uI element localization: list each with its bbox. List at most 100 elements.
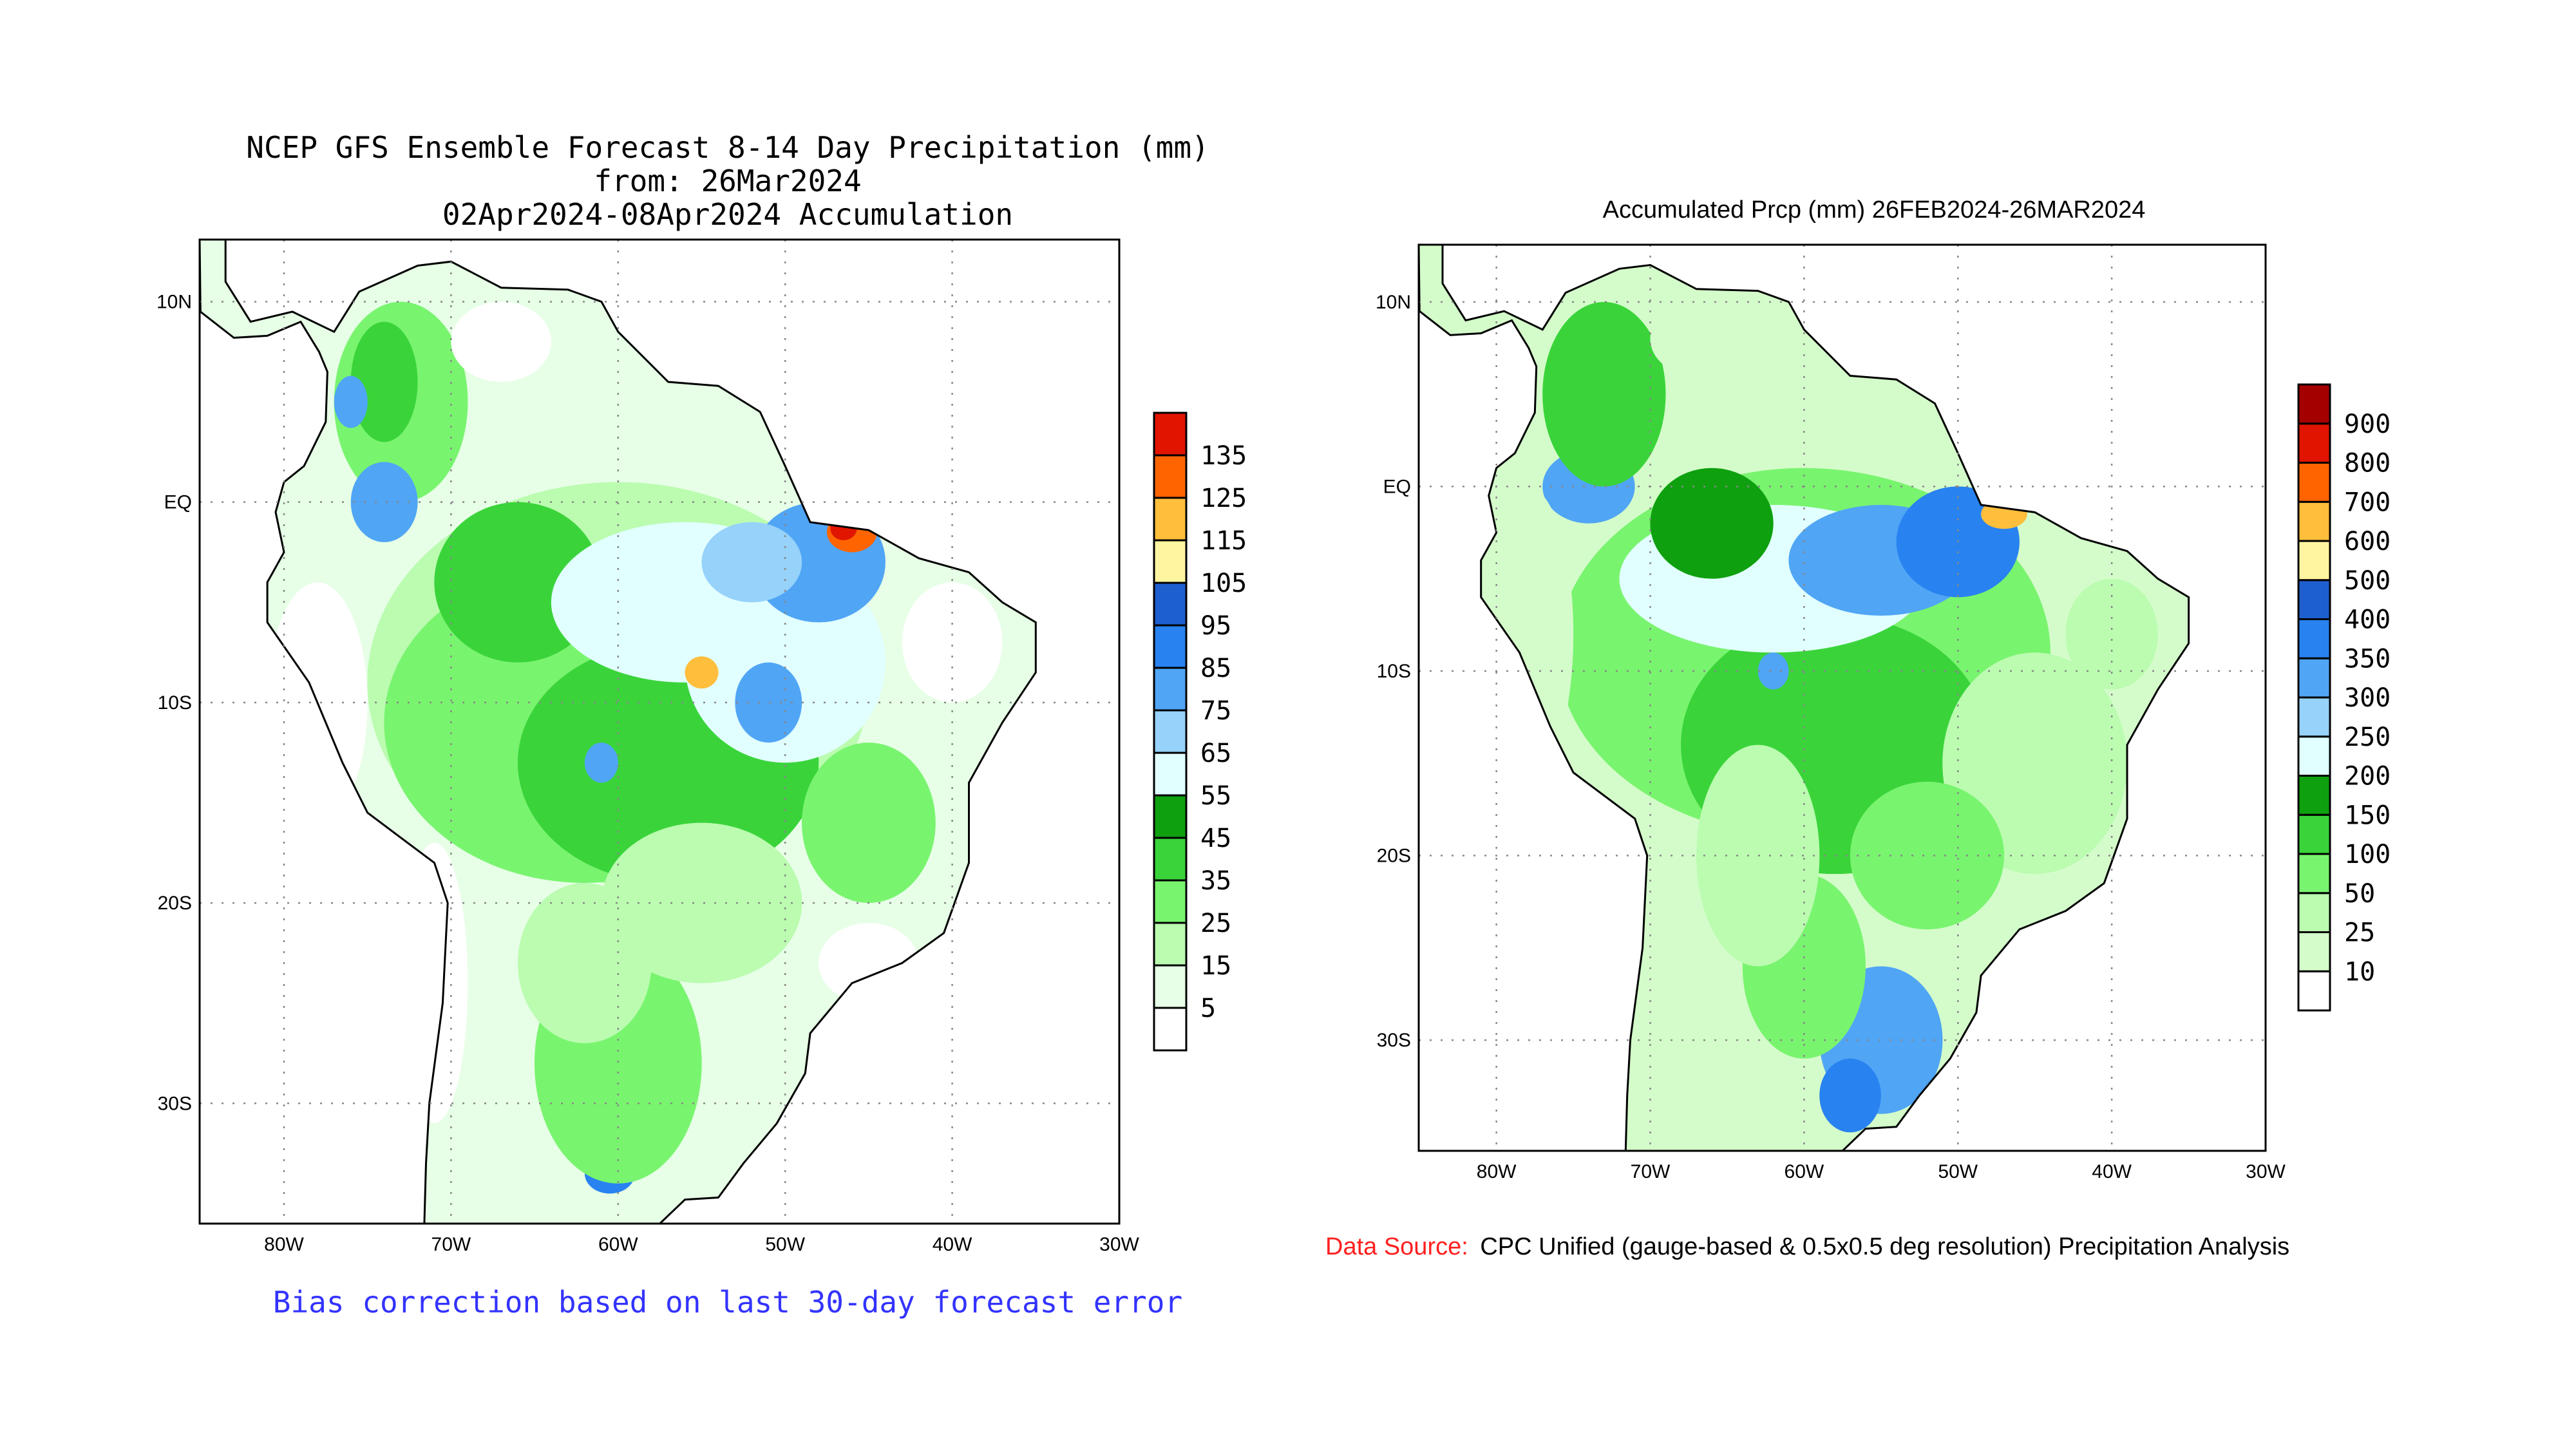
right-title: Accumulated Prcp (mm) 26FEB2024-26MAR202… bbox=[1603, 196, 2146, 223]
x-tick-label: 40W bbox=[2092, 1161, 2132, 1182]
colorbar-box bbox=[2297, 657, 2331, 699]
precip-region bbox=[1850, 781, 2005, 930]
colorbar-label: 600 bbox=[2344, 527, 2391, 556]
x-tick-label: 70W bbox=[431, 1234, 471, 1255]
colorbar-label: 75 bbox=[1200, 696, 1231, 726]
colorbar-box bbox=[1153, 582, 1188, 627]
precip-region bbox=[1819, 1058, 1881, 1133]
precip-region bbox=[1619, 800, 1681, 1059]
left-title-line-3: 02Apr2024-08Apr2024 Accumulation bbox=[442, 197, 1013, 232]
colorbar-box bbox=[1153, 454, 1188, 499]
svg-text:Data Source: CPC Unified (: Data Source: CPC Unified (gauge-based & … bbox=[1325, 1233, 2289, 1260]
precip-region bbox=[685, 656, 719, 689]
precip-region bbox=[802, 743, 936, 904]
colorbar-box bbox=[1153, 964, 1188, 1009]
precip-region bbox=[819, 923, 919, 1003]
precip-region bbox=[451, 301, 552, 382]
x-tick-label: 70W bbox=[1631, 1161, 1671, 1182]
colorbar-label: 35 bbox=[1200, 866, 1231, 896]
precip-region bbox=[701, 522, 802, 603]
x-tick-label: 30W bbox=[2246, 1161, 2286, 1182]
colorbar-label: 10 bbox=[2344, 957, 2375, 987]
colorbar-label: 350 bbox=[2344, 644, 2391, 674]
colorbar-box bbox=[1153, 412, 1188, 457]
map-frame bbox=[1417, 243, 2267, 1152]
colorbar-box bbox=[1153, 497, 1188, 542]
colorbar-label: 15 bbox=[1200, 951, 1231, 981]
precip-region bbox=[1542, 301, 1666, 487]
y-tick-label: EQ bbox=[164, 492, 192, 513]
y-tick-label: 10S bbox=[158, 692, 192, 714]
colorbar-label: 900 bbox=[2344, 410, 2391, 439]
colorbar-label: 65 bbox=[1200, 739, 1231, 768]
data-source-text: CPC Unified (gauge-based & 0.5x0.5 deg r… bbox=[1480, 1233, 2289, 1260]
colorbar-label: 105 bbox=[1200, 569, 1247, 598]
x-tick-label: 30W bbox=[1099, 1234, 1139, 1255]
y-tick-label: 30S bbox=[1377, 1030, 1411, 1051]
precip-region bbox=[401, 842, 468, 1124]
colorbar-label: 115 bbox=[1200, 526, 1247, 556]
colorbar-box bbox=[2297, 579, 2331, 620]
colorbar-box bbox=[1153, 1007, 1188, 1052]
precip-region bbox=[1650, 468, 1774, 579]
precip-region bbox=[334, 375, 368, 428]
colorbar-box bbox=[2297, 970, 2331, 1012]
colorbar-label: 5 bbox=[1200, 994, 1216, 1023]
colorbar-box bbox=[1153, 837, 1188, 882]
colorbar-box bbox=[2297, 813, 2331, 855]
colorbar-box bbox=[1153, 752, 1188, 797]
colorbar-label: 25 bbox=[2344, 918, 2375, 948]
data-source-label: Data Source: bbox=[1325, 1233, 1468, 1260]
colorbar-box bbox=[2297, 500, 2331, 542]
y-tick-label: 20S bbox=[158, 893, 192, 914]
left-title-line-1: NCEP GFS Ensemble Forecast 8-14 Day Prec… bbox=[246, 130, 1209, 165]
colorbar-box bbox=[2297, 853, 2331, 895]
colorbar-label: 150 bbox=[2344, 800, 2391, 830]
y-tick-label: 10N bbox=[1376, 292, 1411, 313]
colorbar-box bbox=[2297, 462, 2331, 503]
colorbar-box bbox=[1153, 794, 1188, 839]
precip-region bbox=[2065, 578, 2158, 690]
colorbar-label: 700 bbox=[2344, 488, 2391, 517]
x-tick-label: 50W bbox=[1938, 1161, 1978, 1182]
colorbar-label: 25 bbox=[1200, 909, 1231, 938]
right-observed-map: 80W 70W 60W 50W 40W 30W 10N EQ 10S 20S 30S bbox=[1376, 243, 2286, 1182]
precip-region bbox=[584, 743, 618, 783]
colorbar-label: 400 bbox=[2344, 605, 2391, 635]
colorbar-box bbox=[1153, 667, 1188, 712]
coastline bbox=[1419, 245, 2190, 1151]
y-tick-label: 10S bbox=[1377, 661, 1411, 682]
colorbar-box bbox=[2297, 735, 2331, 777]
colorbar-box bbox=[1153, 709, 1188, 754]
colorbar-box bbox=[2297, 892, 2331, 933]
colorbar-label: 125 bbox=[1200, 484, 1247, 513]
x-tick-label: 80W bbox=[1477, 1161, 1517, 1182]
colorbar-box bbox=[2297, 618, 2331, 659]
x-tick-label: 80W bbox=[264, 1234, 304, 1255]
colorbar-box bbox=[1153, 624, 1188, 669]
precip-region bbox=[1981, 499, 2027, 529]
colorbar-label: 200 bbox=[2344, 762, 2391, 791]
left-colorbar: 5 15 25 35 45 55 65 75 85 95 105 115 125 135 bbox=[1153, 412, 1247, 1052]
colorbar-label: 95 bbox=[1200, 611, 1231, 641]
precip-region bbox=[1481, 486, 1574, 782]
bias-correction-note: Bias correction based on last 30-day for… bbox=[273, 1285, 1182, 1320]
x-tick-label: 60W bbox=[598, 1234, 638, 1255]
x-tick-label: 60W bbox=[1785, 1161, 1824, 1182]
x-tick-label: 50W bbox=[765, 1234, 805, 1255]
left-forecast-map: 80W 70W 60W 50W 40W 30W 10N EQ 10S 20S 30S bbox=[156, 238, 1140, 1255]
colorbar-label: 100 bbox=[2344, 840, 2391, 869]
colorbar-label: 45 bbox=[1200, 824, 1231, 853]
x-tick-label: 40W bbox=[933, 1234, 972, 1255]
colorbar-box bbox=[1153, 922, 1188, 967]
colorbar-label: 135 bbox=[1200, 441, 1247, 471]
right-colorbar: 10 25 50 100 150 200 250 300 350 400 500 600 700 800 9… bbox=[2297, 383, 2391, 1012]
left-title-line-2: from: 26Mar2024 bbox=[594, 164, 861, 198]
colorbar-label: 250 bbox=[2344, 723, 2391, 752]
y-tick-label: EQ bbox=[1383, 476, 1411, 497]
colorbar-box bbox=[2297, 696, 2331, 738]
precip-region bbox=[1696, 744, 1820, 967]
colorbar-box bbox=[2297, 383, 2331, 425]
precip-region bbox=[1650, 301, 1743, 376]
